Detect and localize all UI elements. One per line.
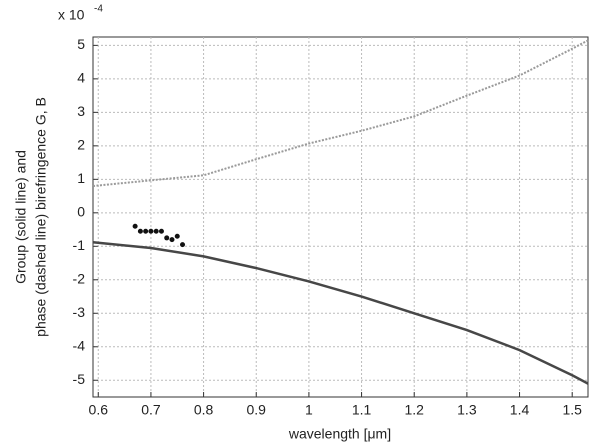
data-point [148,228,154,234]
y-tick-label: 2 [77,137,85,153]
y-tick-label: -3 [73,304,86,320]
x-tick-label: 1.5 [562,402,582,418]
y-axis-label: Group (solid line) and [13,150,29,284]
x-tick-label: 1.2 [404,402,424,418]
y-tick-label: -4 [73,337,86,353]
y-tick-label: -1 [73,237,86,253]
data-point [143,228,149,234]
x-tick-label: 1.1 [352,402,372,418]
x-axis-label: wavelength [μm] [288,426,391,442]
y-tick-label: 1 [77,170,85,186]
data-line [92,39,589,188]
x-tick-label: 1 [305,402,313,418]
data-point [132,223,138,229]
y-exponent: -4 [94,4,103,15]
y-tick-label: 3 [77,103,85,119]
data-point [164,235,170,241]
data-point [169,237,175,243]
data-line [92,241,589,385]
x-tick-label: 0.6 [89,402,109,418]
x-tick-label: 0.7 [141,402,161,418]
x-tick-label: 1.4 [510,402,530,418]
data-point [174,233,180,239]
plot-frame [92,36,589,398]
y-tick-label: 4 [77,70,85,86]
x-tick-label: 1.3 [457,402,477,418]
data-point [180,242,186,248]
data-point [158,228,164,234]
x-tick-label: 0.9 [247,402,267,418]
y-tick-label: -2 [73,270,86,286]
data-point [153,228,159,234]
x-tick-label: 0.8 [194,402,214,418]
data-point [137,228,143,234]
y-multiplier: x 10 [58,7,85,23]
y-tick-label: -5 [73,371,86,387]
y-axis-label: phase (dashed line) birefringence G, B [33,97,49,337]
y-tick-label: 5 [77,36,85,52]
y-tick-label: 0 [77,204,85,220]
